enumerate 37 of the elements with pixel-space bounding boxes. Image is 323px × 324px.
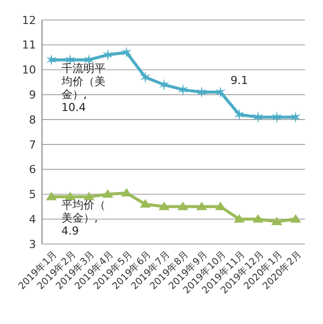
- point: [214, 202, 226, 210]
- point: [196, 202, 208, 210]
- point: [140, 71, 151, 84]
- point: [196, 86, 207, 98]
- point: [46, 192, 57, 200]
- point: [158, 78, 170, 91]
- y-tick-label: 9: [29, 88, 36, 102]
- y-tick-label: 7: [29, 138, 36, 152]
- point: [121, 46, 132, 58]
- point: [102, 189, 114, 198]
- point: [215, 86, 226, 98]
- y-tick-label: 6: [29, 163, 36, 176]
- point: [64, 192, 76, 200]
- point: [290, 214, 302, 223]
- y-tick-label: 5: [29, 188, 36, 202]
- annotation: 平均价（美金）, 4.9: [61, 198, 106, 238]
- y-tick-label: 10: [22, 64, 36, 77]
- point: [290, 111, 301, 124]
- y-tick-label: 3: [29, 238, 36, 251]
- y-tick-label: 11: [22, 38, 36, 52]
- point: [272, 111, 282, 124]
- point: [178, 84, 188, 96]
- point: [158, 202, 170, 210]
- y-tick-label: 8: [29, 113, 36, 126]
- annotation: 千流明平均价（美金）, 10.4: [60, 62, 106, 114]
- point: [271, 216, 282, 226]
- point: [46, 54, 57, 66]
- y-tick-label: 12: [22, 14, 36, 27]
- point: [234, 108, 244, 121]
- point: [102, 48, 113, 61]
- point: [177, 202, 188, 210]
- point: [140, 199, 151, 208]
- point: [234, 214, 245, 223]
- point: [252, 111, 264, 124]
- y-tick-label: 4: [29, 212, 36, 226]
- annotation: 9.1: [230, 74, 248, 88]
- point: [252, 214, 264, 223]
